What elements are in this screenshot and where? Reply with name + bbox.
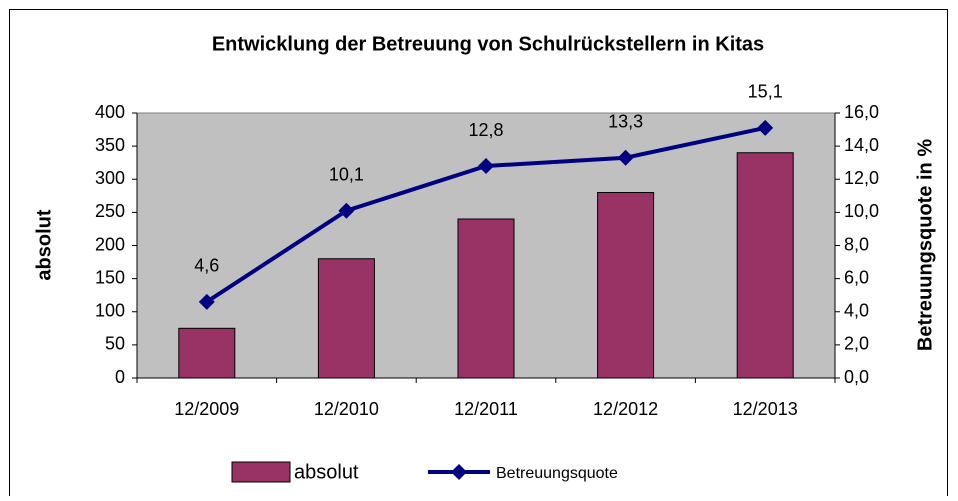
y2-tick-label: 14,0 [844,135,879,155]
y-tick-label: 100 [95,301,125,321]
y-tick-label: 200 [95,234,125,254]
legend-label: Betreuungsquote [496,465,618,482]
data-label: 10,1 [329,164,364,184]
y-axis-title: absolut [33,209,55,280]
y-tick-label: 300 [95,168,125,188]
y-tick-label: 0 [115,367,125,387]
y2-tick-label: 10,0 [844,201,879,221]
bar [317,258,375,379]
y-tick-label: 50 [105,334,125,354]
marker [338,202,355,219]
y2-axis-title: Betreuungsquote in % [914,139,936,351]
y2-tick-label: 6,0 [844,267,869,287]
marker [478,158,494,174]
bar [178,327,236,379]
y2-tick-label: 8,0 [844,234,869,254]
legend-swatch [451,464,467,480]
y-tick-label: 350 [95,135,125,155]
marker [617,149,634,166]
y2-tick-label: 2,0 [844,334,869,354]
x-tick-label: 12/2011 [454,399,518,419]
data-label: 15,1 [748,82,783,102]
legend-swatch [231,461,291,483]
y-tick-label: 250 [95,201,125,221]
y-tick-label: 400 [95,102,125,122]
x-tick-label: 12/2012 [593,399,658,419]
data-label: 4,6 [194,256,219,276]
legend-label: absolut [294,461,359,483]
x-tick-label: 12/2013 [733,399,798,419]
y2-tick-label: 0,0 [844,367,869,387]
y-tick-label: 150 [95,267,125,287]
marker [198,293,215,310]
bar [736,152,794,379]
bar [457,218,515,379]
data-label: 12,8 [468,120,503,140]
y2-tick-label: 16,0 [844,102,879,122]
marker [757,119,774,136]
data-label: 13,3 [608,111,643,131]
y2-tick-label: 12,0 [844,168,879,188]
x-tick-label: 12/2010 [314,399,379,419]
bar [597,192,655,379]
chart-title: Entwicklung der Betreuung von Schulrücks… [212,33,764,55]
y2-tick-label: 4,0 [844,301,869,321]
x-tick-label: 12/2009 [174,399,239,419]
